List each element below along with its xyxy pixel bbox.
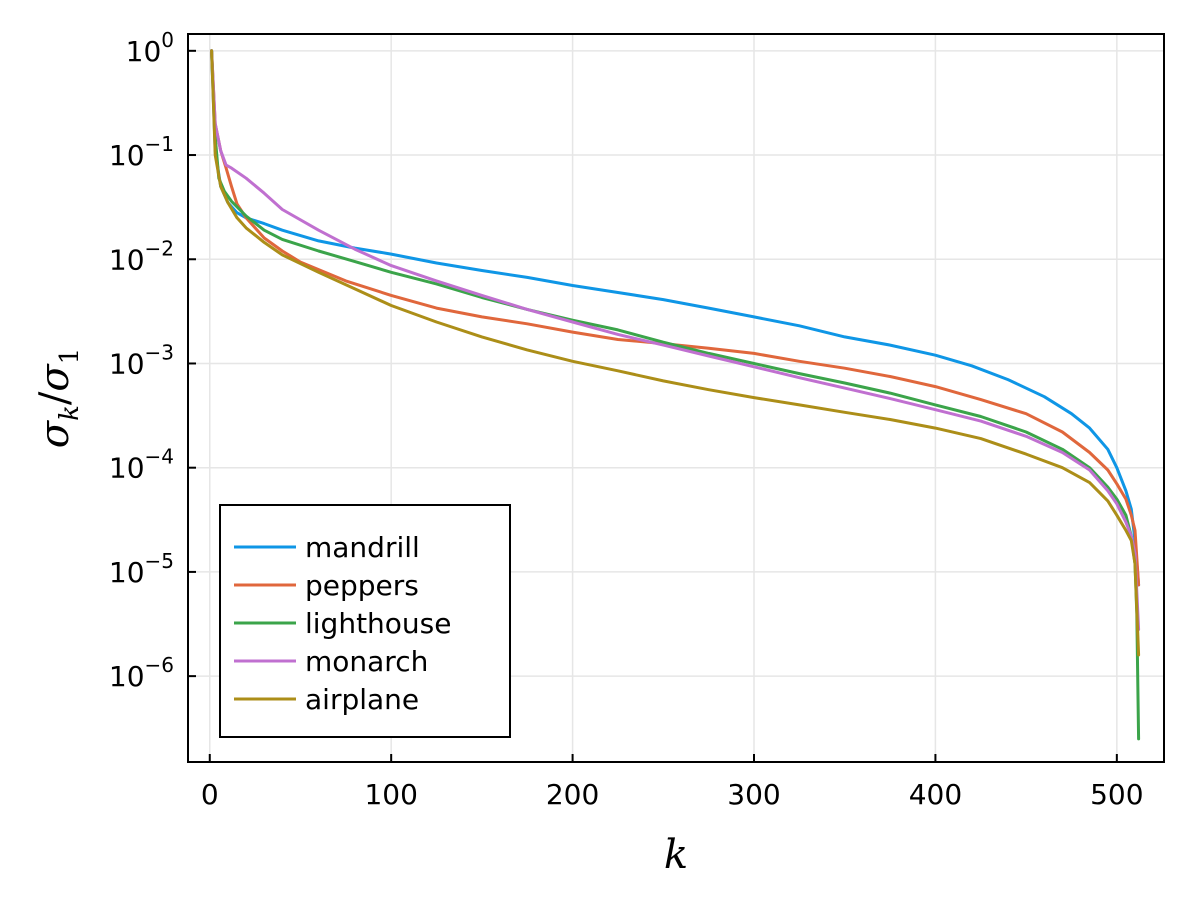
y-axis-label-sigma-2: σ — [32, 363, 78, 392]
series-line-lighthouse — [210, 49, 1141, 741]
y-tick-exponent: 0 — [161, 28, 174, 52]
legend-label-airplane: airplane — [305, 683, 419, 716]
x-tick-label: 500 — [1090, 778, 1143, 811]
legend-label-monarch: monarch — [305, 645, 428, 678]
y-tick-base: 10 — [109, 139, 145, 172]
series-line-mandrill — [210, 49, 1141, 587]
y-tick-label: 10−4 — [109, 445, 174, 485]
y-tick-exponent: −6 — [145, 653, 174, 677]
y-tick-label: 10−3 — [109, 340, 174, 380]
series-line-monarch — [210, 49, 1141, 631]
x-tick-label: 200 — [546, 778, 599, 811]
y-axis-label-slash: / — [32, 391, 78, 405]
y-axis-label-sub-k: k — [55, 405, 85, 421]
legend-label-peppers: peppers — [305, 569, 419, 602]
plot-frame — [187, 33, 1165, 763]
y-tick-base: 10 — [109, 243, 145, 276]
y-tick-base: 10 — [109, 452, 145, 485]
y-tick-exponent: −5 — [145, 549, 174, 573]
x-tick-label: 0 — [201, 778, 219, 811]
series-lines — [210, 49, 1141, 741]
y-tick-label: 10−6 — [109, 653, 174, 693]
legend-label-mandrill: mandrill — [305, 531, 420, 564]
y-axis-label: σk/σ1 — [32, 348, 85, 448]
x-tick-label: 400 — [909, 778, 962, 811]
y-tick-label: 100 — [126, 28, 174, 68]
legend-items: mandrill peppers lighthouse monarch airplane — [234, 531, 452, 716]
y-tick-base: 10 — [109, 556, 145, 589]
y-tick-exponent: −1 — [145, 132, 174, 156]
y-tick-label: 10−5 — [109, 549, 174, 589]
y-tick-exponent: −3 — [145, 340, 174, 364]
y-tick-label: 10−1 — [109, 132, 174, 172]
x-tick-label: 300 — [727, 778, 780, 811]
x-axis-ticks: 0 100 200 300 400 500 — [201, 754, 1144, 811]
y-tick-base: 10 — [109, 660, 145, 693]
legend: mandrill peppers lighthouse monarch airplane — [219, 504, 511, 738]
y-tick-base: 10 — [126, 35, 162, 68]
y-tick-label: 10−2 — [109, 236, 174, 276]
x-tick-label: 100 — [364, 778, 417, 811]
y-tick-exponent: −4 — [145, 445, 174, 469]
legend-label-lighthouse: lighthouse — [305, 607, 452, 640]
x-axis-label: k — [664, 832, 688, 878]
y-axis-label-sub-1: 1 — [55, 348, 85, 365]
y-tick-base: 10 — [109, 347, 145, 380]
series-line-airplane — [210, 49, 1141, 657]
y-tick-exponent: −2 — [145, 236, 174, 260]
y-axis-label-sigma: σ — [32, 419, 78, 448]
